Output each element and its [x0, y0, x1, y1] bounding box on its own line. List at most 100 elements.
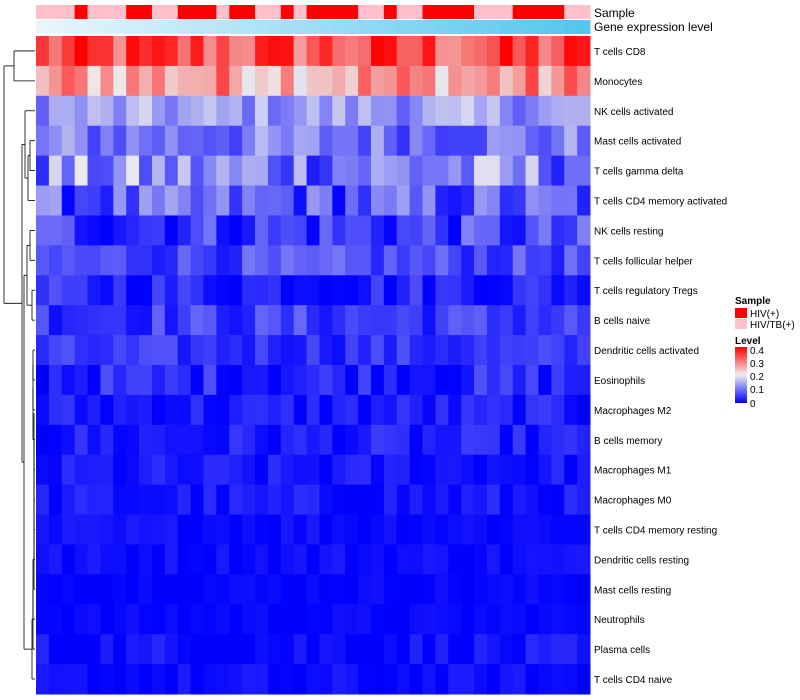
heatmap-cell	[370, 305, 385, 336]
heatmap-cell	[306, 65, 320, 97]
gene-level-cell	[280, 20, 295, 34]
heatmap-cell	[577, 544, 591, 575]
heatmap-cell	[486, 215, 501, 246]
heatmap-cell	[293, 544, 308, 575]
sample-cell	[512, 5, 527, 19]
heatmap-cell	[151, 36, 166, 67]
heatmap-cell	[113, 394, 127, 426]
heatmap-cell	[499, 604, 514, 635]
heatmap-cell	[293, 215, 308, 246]
heatmap-cell	[267, 664, 282, 695]
heatmap-cell	[126, 394, 140, 426]
heatmap-cell	[177, 634, 192, 665]
heatmap-cell	[474, 275, 488, 306]
gene-level-cell	[139, 20, 153, 34]
heatmap-cell	[448, 245, 462, 276]
heatmap-cell	[139, 544, 153, 575]
heatmap-cell	[293, 305, 308, 336]
heatmap-cell	[61, 125, 76, 157]
heatmap-cell	[177, 664, 192, 695]
heatmap-cell	[538, 574, 552, 605]
legend-swatch-hiv	[735, 308, 747, 318]
heatmap-cell	[538, 155, 552, 187]
heatmap-cell	[293, 36, 308, 67]
gene-level-cell	[358, 20, 372, 34]
sample-cell	[151, 5, 166, 19]
heatmap-cell	[139, 65, 153, 97]
heatmap-cell	[551, 305, 565, 336]
heatmap-cell	[280, 394, 295, 426]
heatmap-cell	[538, 484, 552, 516]
heatmap-cell	[396, 65, 411, 97]
heatmap-cell	[564, 275, 578, 306]
heatmap-cell	[164, 574, 179, 605]
heatmap-cell	[564, 484, 578, 516]
heatmap-cell	[396, 95, 411, 127]
sample-cell	[164, 5, 179, 19]
heatmap-cell	[100, 185, 114, 216]
heatmap-cell	[293, 185, 308, 216]
heatmap-cell	[306, 544, 320, 575]
sample-cell	[126, 5, 140, 19]
heatmap-cell	[383, 305, 398, 336]
sample-annotation-bar	[36, 5, 591, 19]
heatmap-cell	[422, 305, 436, 336]
heatmap-cell	[61, 335, 76, 366]
heatmap-cell	[126, 365, 140, 396]
heatmap-cell	[87, 394, 101, 426]
heatmap-cell	[383, 65, 398, 97]
heatmap-cell	[280, 155, 295, 187]
heatmap-cell	[113, 125, 127, 157]
gene-level-cell	[242, 20, 256, 34]
heatmap-cell	[319, 65, 333, 97]
heatmap-cell	[113, 664, 127, 695]
heatmap-cell	[190, 275, 204, 306]
heatmap-cell	[512, 604, 527, 635]
heatmap-cell	[255, 36, 269, 67]
heatmap-cell	[499, 424, 514, 456]
gene-level-cell	[448, 20, 462, 34]
heatmap-cell	[474, 574, 488, 605]
heatmap-cell	[551, 215, 565, 246]
heatmap-cell	[448, 215, 462, 246]
heatmap-cell	[486, 604, 501, 635]
heatmap-cell	[358, 544, 372, 575]
heatmap-cell	[383, 95, 398, 127]
heatmap-cell	[383, 574, 398, 605]
heatmap-cell	[474, 65, 488, 97]
gene-expression-annotation-bar	[36, 20, 591, 34]
legend: Sample HIV(+) HIV/TB(+) Level 0.4 0.3 0.…	[735, 296, 795, 410]
heatmap-cell	[345, 335, 359, 366]
heatmap-cell	[358, 36, 372, 67]
heatmap-cell	[499, 185, 514, 216]
heatmap-cell	[203, 36, 217, 67]
heatmap-cell	[306, 245, 320, 276]
heatmap-cell	[280, 335, 295, 366]
heatmap-cell	[512, 245, 527, 276]
heatmap-cell	[293, 125, 308, 157]
heatmap-cell	[486, 155, 501, 187]
heatmap-cell	[551, 394, 565, 426]
heatmap-cell	[577, 454, 591, 486]
legend-tick-03: 0.3	[750, 359, 764, 370]
heatmap-cell	[151, 215, 166, 246]
heatmap-cell	[113, 95, 127, 127]
heatmap-cell	[409, 65, 424, 97]
row-label: Macrophages M2	[594, 406, 672, 417]
heatmap-cell	[474, 394, 488, 426]
heatmap-cell	[512, 95, 527, 127]
heatmap-cell	[383, 664, 398, 695]
heatmap-cell	[422, 574, 436, 605]
heatmap-cell	[216, 305, 230, 336]
heatmap-cell	[383, 454, 398, 486]
heatmap-cell	[564, 544, 578, 575]
heatmap-cell	[216, 604, 230, 635]
heatmap-cell	[100, 275, 114, 306]
heatmap-cell	[61, 365, 76, 396]
heatmap-cell	[422, 664, 436, 695]
sample-cell	[332, 5, 346, 19]
heatmap-cell	[61, 514, 76, 545]
heatmap-cell	[396, 664, 411, 695]
row-label: NK cells activated	[594, 107, 673, 118]
heatmap-cell	[332, 125, 346, 157]
